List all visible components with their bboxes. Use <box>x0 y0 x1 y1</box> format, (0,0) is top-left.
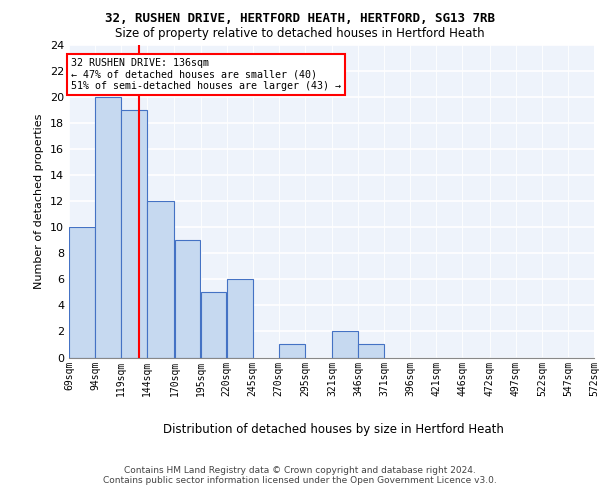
Text: Distribution of detached houses by size in Hertford Heath: Distribution of detached houses by size … <box>163 422 503 436</box>
Bar <box>148 201 174 358</box>
Text: 32, RUSHEN DRIVE, HERTFORD HEATH, HERTFORD, SG13 7RB: 32, RUSHEN DRIVE, HERTFORD HEATH, HERTFO… <box>105 12 495 26</box>
Y-axis label: Number of detached properties: Number of detached properties <box>34 114 44 289</box>
Text: Contains HM Land Registry data © Crown copyright and database right 2024.: Contains HM Land Registry data © Crown c… <box>124 466 476 475</box>
Bar <box>175 240 200 358</box>
Bar <box>95 97 121 357</box>
Bar <box>332 332 358 357</box>
Text: Size of property relative to detached houses in Hertford Heath: Size of property relative to detached ho… <box>115 28 485 40</box>
Bar <box>121 110 147 358</box>
Text: 32 RUSHEN DRIVE: 136sqm
← 47% of detached houses are smaller (40)
51% of semi-de: 32 RUSHEN DRIVE: 136sqm ← 47% of detache… <box>71 58 341 91</box>
Text: Contains public sector information licensed under the Open Government Licence v3: Contains public sector information licen… <box>103 476 497 485</box>
Bar <box>69 228 95 358</box>
Bar <box>358 344 384 358</box>
Bar <box>227 280 253 357</box>
Bar <box>200 292 226 358</box>
Bar <box>279 344 305 358</box>
